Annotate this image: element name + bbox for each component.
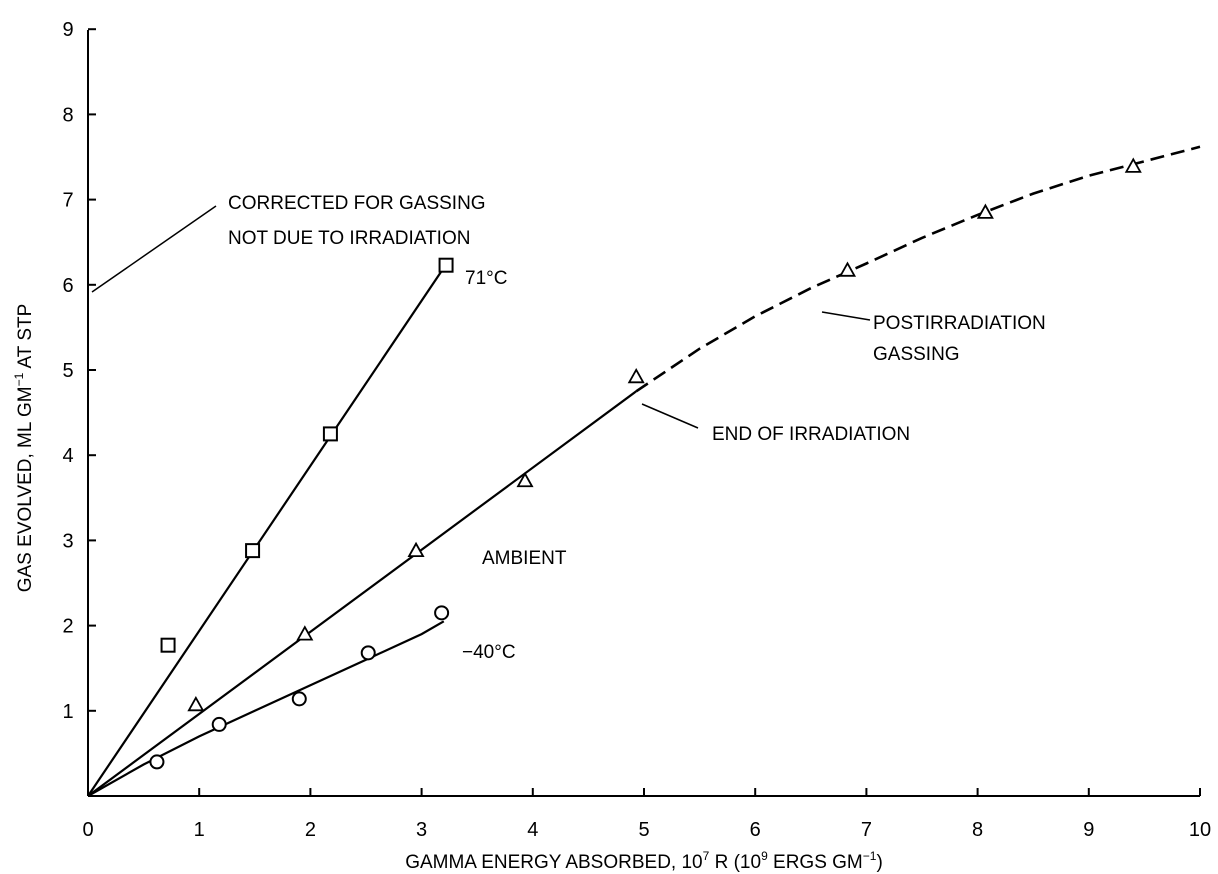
x-tick-label-6: 6 (750, 819, 761, 841)
series-label-71c: 71°C (465, 268, 507, 289)
series-1-point-6 (976, 203, 994, 219)
x-tick-label-8: 8 (972, 819, 983, 841)
x-tick-label-2: 2 (305, 819, 316, 841)
postirradiation-annotation-line1: POSTIRRADIATION (873, 313, 1046, 334)
series-1-point-5 (838, 261, 857, 277)
y-ticks: 1 2 3 4 5 6 7 8 9 (62, 19, 96, 723)
series-2-fit-line (87, 620, 445, 797)
series-1-point-3 (516, 471, 534, 488)
x-tick-label-1: 1 (194, 819, 205, 841)
series-1-point-4 (627, 367, 645, 384)
series-1-fit-line (87, 390, 637, 797)
y-tick-label-2: 2 (62, 616, 73, 638)
series-0-fit-line (87, 267, 445, 797)
y-axis-title: GAS EVOLVED, ML GM−1 AT STP (12, 304, 36, 593)
y-tick-label-4: 4 (62, 445, 73, 467)
postirradiation-annotation-line2: GASSING (873, 344, 960, 365)
x-tick-label-10: 10 (1189, 819, 1211, 841)
x-tick-label-9: 9 (1083, 819, 1094, 841)
series-2-point-3 (360, 645, 376, 661)
series-2-point-2 (291, 691, 307, 707)
corrected-annotation-line2: NOT DUE TO IRRADIATION (228, 228, 470, 249)
x-axis-title: GAMMA ENERGY ABSORBED, 107 R (109 ERGS G… (405, 849, 883, 873)
y-tick-label-5: 5 (62, 360, 73, 382)
series-1-point-0 (187, 695, 205, 712)
series-label-ambient: AMBIENT (482, 548, 567, 569)
y-tick-label-7: 7 (62, 190, 73, 212)
series-1-postirradiation-curve (635, 145, 1201, 393)
x-tick-label-3: 3 (416, 819, 427, 841)
data-markers (149, 157, 1142, 770)
series-2-point-1 (211, 716, 227, 732)
x-tick-label-7: 7 (861, 819, 872, 841)
y-tick-label-1: 1 (62, 701, 73, 723)
series-1-point-2 (407, 541, 425, 558)
y-tick-label-8: 8 (62, 104, 73, 126)
series-1-point-7 (1124, 157, 1142, 173)
series-0-point-3 (438, 257, 454, 273)
series-0-point-2 (322, 426, 338, 442)
x-tick-label-5: 5 (638, 819, 649, 841)
y-tick-label-6: 6 (62, 275, 73, 297)
series-label-minus40c: −40°C (462, 642, 516, 663)
end-of-irradiation-annotation: END OF IRRADIATION (712, 424, 910, 445)
x-tick-label-4: 4 (527, 819, 538, 841)
corrected-annotation-line1: CORRECTED FOR GASSING (228, 193, 486, 214)
series-2-point-0 (149, 754, 165, 770)
corrected-leader-line (91, 205, 217, 293)
postirradiation-leader-line (821, 311, 871, 321)
series-1-point-1 (296, 625, 314, 641)
series-2-point-4 (434, 605, 450, 621)
series-0-point-0 (160, 637, 176, 653)
series-0-point-1 (245, 543, 261, 559)
x-ticks: 0 1 2 3 4 5 6 7 8 9 10 (82, 788, 1211, 841)
x-tick-label-0: 0 (82, 819, 93, 841)
end-irradiation-leader-line (641, 403, 699, 429)
y-tick-label-3: 3 (62, 530, 73, 552)
y-tick-label-9: 9 (62, 19, 73, 41)
